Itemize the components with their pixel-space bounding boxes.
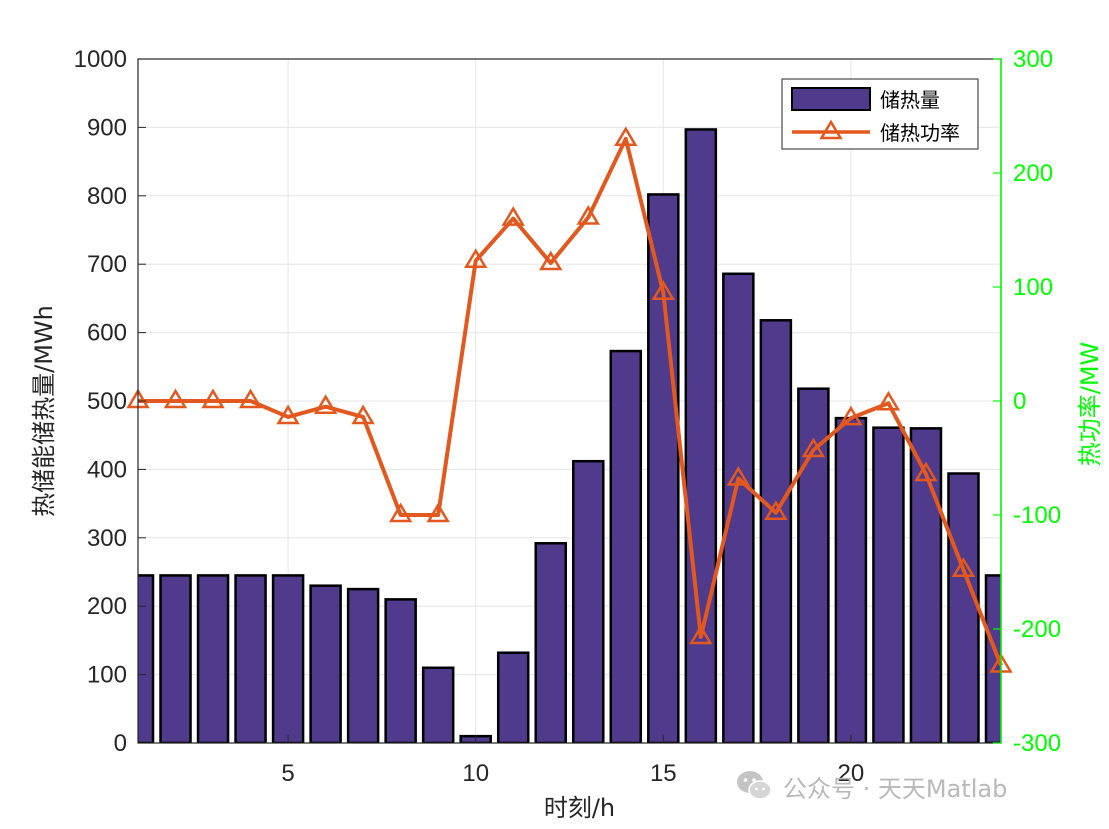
right-tick-label: 200 <box>1013 160 1053 187</box>
left-tick-label: 0 <box>114 730 127 757</box>
legend-line-label: 储热功率 <box>880 121 960 145</box>
line-marker <box>501 206 525 226</box>
bar <box>572 459 605 743</box>
line-marker <box>614 126 638 147</box>
right-tick-label: 100 <box>1013 274 1053 301</box>
bar <box>196 574 230 743</box>
watermark: 公众号 · 天天Matlab <box>735 764 1095 808</box>
line-marker <box>539 250 563 271</box>
left-tick-label: 1000 <box>74 46 127 73</box>
x-axis-label: 时刻/h <box>544 794 615 822</box>
legend-bar-label: 储热量 <box>880 88 940 112</box>
line-marker <box>351 404 375 425</box>
right-y-axis: -300 -200 -100 0 100 200 300 <box>993 46 1061 757</box>
right-tick-label: -200 <box>1013 616 1061 643</box>
line-marker <box>689 624 713 645</box>
line-series <box>126 126 1013 673</box>
bar <box>834 416 868 743</box>
line-marker <box>801 437 826 458</box>
wechat-icon <box>737 771 772 800</box>
bar <box>984 574 1001 743</box>
left-tick-label: 900 <box>87 114 127 141</box>
line-marker <box>201 388 225 409</box>
bar <box>346 587 380 743</box>
bar <box>138 574 155 743</box>
line-marker <box>276 404 300 425</box>
line-marker <box>313 394 338 414</box>
right-tick-label: 300 <box>1013 46 1053 73</box>
right-y-axis-label: 热功率/MW <box>1076 342 1104 467</box>
right-tick-label: 0 <box>1013 388 1026 415</box>
line-marker <box>914 461 938 482</box>
bar <box>759 319 793 743</box>
bar <box>722 272 755 743</box>
line-marker <box>163 388 188 409</box>
line-marker <box>951 557 976 577</box>
bar <box>647 193 680 743</box>
line-marker <box>839 405 863 426</box>
left-tick-label: 100 <box>87 662 127 689</box>
bar <box>421 666 455 743</box>
line-marker <box>576 205 600 225</box>
grid-lines <box>138 58 1001 744</box>
legend-bar-swatch <box>791 87 871 111</box>
x-tick-label: 5 <box>281 760 294 787</box>
x-tick-label: 15 <box>650 760 677 787</box>
x-tick-label: 10 <box>462 760 489 787</box>
bar <box>159 574 192 743</box>
line-marker <box>651 280 675 300</box>
bar <box>271 574 305 743</box>
left-tick-label: 600 <box>87 320 127 347</box>
left-tick-label: 800 <box>87 183 127 210</box>
left-tick-label: 500 <box>87 388 127 415</box>
line-marker <box>464 248 488 269</box>
line-marker <box>426 502 450 523</box>
watermark-text: 公众号 · 天天Matlab <box>783 774 1008 803</box>
bar <box>872 426 905 743</box>
left-y-axis-label: 热储能储热量/MWh <box>30 305 58 517</box>
bar <box>309 584 342 743</box>
left-tick-label: 200 <box>87 593 127 620</box>
left-tick-label: 400 <box>87 456 127 483</box>
bar <box>947 472 980 743</box>
line-marker <box>726 466 751 486</box>
line-marker <box>388 502 413 523</box>
bar <box>534 542 567 743</box>
x-tick-label: 20 <box>838 760 865 787</box>
bar <box>384 598 417 743</box>
left-tick-label: 300 <box>87 525 127 552</box>
legend: 储热量 储热功率 <box>781 78 979 150</box>
bar <box>496 651 530 743</box>
right-tick-label: -300 <box>1013 730 1061 757</box>
line-marker <box>764 500 788 520</box>
left-y-axis: 0 100 200 300 400 500 600 700 800 900 1000 <box>74 46 146 757</box>
x-axis: 5 10 15 20 <box>281 735 864 787</box>
line-marker <box>238 388 263 409</box>
right-tick-label: -100 <box>1013 502 1061 529</box>
legend-line-marker <box>819 119 843 140</box>
power-line <box>138 136 1003 667</box>
bar <box>609 349 643 743</box>
bar-series <box>138 128 1001 743</box>
bar <box>684 128 718 743</box>
left-tick-label: 700 <box>87 251 127 278</box>
bar <box>234 574 267 743</box>
line-marker <box>876 390 901 411</box>
